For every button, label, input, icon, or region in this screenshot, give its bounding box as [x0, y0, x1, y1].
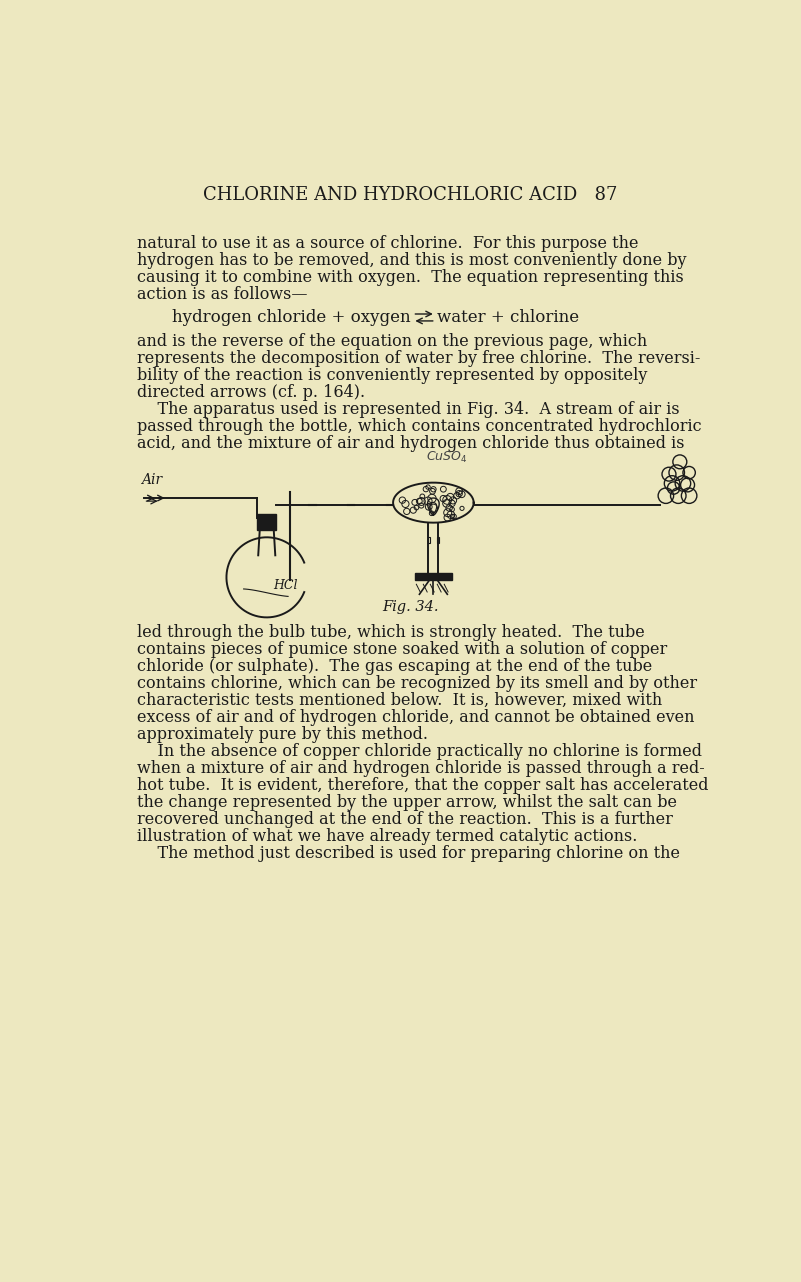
Text: natural to use it as a source of chlorine.  For this purpose the: natural to use it as a source of chlorin… [137, 235, 639, 251]
Text: contains chlorine, which can be recognized by its smell and by other: contains chlorine, which can be recogniz… [137, 676, 698, 692]
Bar [257, 514, 276, 529]
Text: recovered unchanged at the end of the reaction.  This is a further: recovered unchanged at the end of the re… [137, 810, 673, 828]
Text: The apparatus used is represented in Fig. 34.  A stream of air is: The apparatus used is represented in Fig… [137, 401, 680, 418]
Text: and is the reverse of the equation on the previous page, which: and is the reverse of the equation on th… [137, 333, 647, 350]
Text: CHLORINE AND HYDROCHLORIC ACID   87: CHLORINE AND HYDROCHLORIC ACID 87 [203, 186, 618, 204]
Text: acid, and the mixture of air and hydrogen chloride thus obtained is: acid, and the mixture of air and hydroge… [137, 435, 685, 451]
Text: causing it to combine with oxygen.  The equation representing this: causing it to combine with oxygen. The e… [137, 268, 684, 286]
Text: action is as follows—: action is as follows— [137, 286, 308, 303]
Text: bility of the reaction is conveniently represented by oppositely: bility of the reaction is conveniently r… [137, 367, 648, 385]
Text: HCl: HCl [273, 579, 297, 592]
Text: led through the bulb tube, which is strongly heated.  The tube: led through the bulb tube, which is stro… [137, 624, 645, 641]
Text: illustration of what we have already termed catalytic actions.: illustration of what we have already ter… [137, 828, 638, 845]
Text: $\mathit{CuSO_4}$: $\mathit{CuSO_4}$ [425, 450, 467, 465]
Text: directed arrows (cf. p. 164).: directed arrows (cf. p. 164). [137, 385, 365, 401]
Text: passed through the bottle, which contains concentrated hydrochloric: passed through the bottle, which contain… [137, 418, 702, 435]
Text: Air: Air [141, 473, 163, 487]
Text: the change represented by the upper arrow, whilst the salt can be: the change represented by the upper arro… [137, 794, 678, 810]
Text: chloride (or sulphate).  The gas escaping at the end of the tube: chloride (or sulphate). The gas escaping… [137, 658, 653, 676]
Text: In the absence of copper chloride practically no chlorine is formed: In the absence of copper chloride practi… [137, 742, 702, 760]
Text: hydrogen chloride + oxygen: hydrogen chloride + oxygen [171, 309, 410, 326]
Text: The method just described is used for preparing chlorine on the: The method just described is used for pr… [137, 845, 680, 862]
Text: approximately pure by this method.: approximately pure by this method. [137, 726, 429, 744]
Text: water + chlorine: water + chlorine [437, 309, 579, 326]
Text: represents the decomposition of water by free chlorine.  The reversi-: represents the decomposition of water by… [137, 350, 701, 367]
Text: when a mixture of air and hydrogen chloride is passed through a red-: when a mixture of air and hydrogen chlor… [137, 760, 705, 777]
Text: Fig. 34.: Fig. 34. [382, 600, 438, 614]
Text: contains pieces of pumice stone soaked with a solution of copper: contains pieces of pumice stone soaked w… [137, 641, 667, 658]
Text: excess of air and of hydrogen chloride, and cannot be obtained even: excess of air and of hydrogen chloride, … [137, 709, 694, 726]
Text: hot tube.  It is evident, therefore, that the copper salt has accelerated: hot tube. It is evident, therefore, that… [137, 777, 709, 794]
FancyBboxPatch shape [415, 573, 452, 581]
Bar [428, 537, 430, 544]
Bar [437, 537, 439, 544]
Text: characteristic tests mentioned below.  It is, however, mixed with: characteristic tests mentioned below. It… [137, 692, 662, 709]
Text: hydrogen has to be removed, and this is most conveniently done by: hydrogen has to be removed, and this is … [137, 251, 686, 269]
